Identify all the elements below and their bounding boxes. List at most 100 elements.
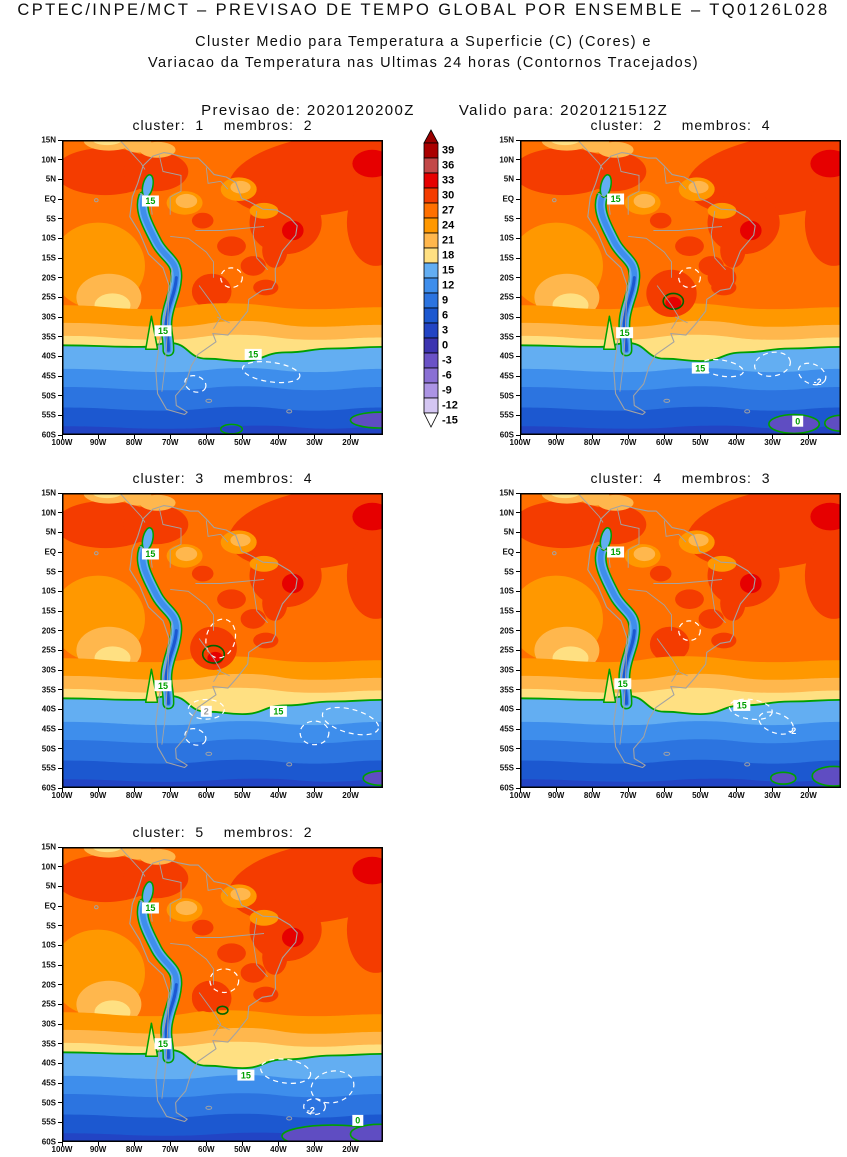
lon-tick-mark xyxy=(808,788,810,792)
lat-tick-mark xyxy=(516,512,520,514)
lat-tick-mark xyxy=(516,767,520,769)
lat-tick-mark xyxy=(58,1023,62,1025)
lat-tick-label: 60S xyxy=(499,430,514,440)
lon-tick-mark xyxy=(771,435,773,439)
lon-tick-label: 80W xyxy=(125,1145,143,1154)
colorbar-level-label: 12 xyxy=(442,280,454,292)
lon-tick-mark xyxy=(350,435,352,439)
lat-tick-mark xyxy=(516,218,520,220)
svg-text:-2: -2 xyxy=(788,726,796,736)
lat-tick-mark xyxy=(58,492,62,494)
lon-tick-label: 90W xyxy=(89,791,107,800)
lon-tick-label: 20W xyxy=(342,791,359,800)
lon-tick-mark xyxy=(555,788,557,792)
lon-tick-label: 20W xyxy=(342,1145,359,1154)
lon-tick-label: 100W xyxy=(51,791,73,800)
panel-title: cluster: 4 membros: 3 xyxy=(590,470,771,486)
colorbar-level-label: 21 xyxy=(442,235,454,247)
lon-tick-label: 100W xyxy=(509,438,531,447)
svg-text:15: 15 xyxy=(248,350,258,360)
lon-tick-mark xyxy=(205,788,207,792)
valid-for-label: Valido para: 2020121512Z xyxy=(458,102,669,119)
lat-tick-label: 25S xyxy=(41,645,56,655)
lat-tick-mark xyxy=(58,610,62,612)
lat-tick-label: 30S xyxy=(41,1019,56,1029)
lon-tick-label: 50W xyxy=(692,438,709,447)
lat-tick-label: 55S xyxy=(41,763,56,773)
lat-tick-mark xyxy=(58,531,62,533)
panel-cluster-5: cluster: 5 membros: 2 15 15 15 0 -2 15N 10N 5N… xyxy=(41,824,383,1154)
lat-tick-mark xyxy=(58,434,62,436)
lat-tick-label: 10N xyxy=(41,155,56,165)
lat-tick-mark xyxy=(58,866,62,868)
lat-tick-label: 20S xyxy=(41,980,56,990)
lon-tick-label: 70W xyxy=(161,1145,179,1154)
lat-tick-mark xyxy=(516,395,520,397)
svg-text:15: 15 xyxy=(145,549,155,559)
lon-tick-mark xyxy=(663,788,665,792)
lat-tick-mark xyxy=(516,708,520,710)
lat-tick-label: EQ xyxy=(502,547,514,557)
lat-tick-mark xyxy=(58,395,62,397)
lat-tick-mark xyxy=(516,531,520,533)
lat-tick-label: 55S xyxy=(499,410,514,420)
lat-tick-mark xyxy=(58,198,62,200)
lat-tick-mark xyxy=(58,355,62,357)
lon-tick-mark xyxy=(169,1142,171,1146)
lon-tick-label: 60W xyxy=(198,791,215,800)
panel-title: cluster: 2 membros: 4 xyxy=(590,117,771,133)
lat-tick-label: 15S xyxy=(499,253,514,263)
lat-tick-label: EQ xyxy=(502,194,514,204)
lat-tick-mark xyxy=(58,277,62,279)
panel-cluster-2: cluster: 2 membros: 4 15 15 15 0 -2 15N 10N 5N… xyxy=(499,117,841,447)
lon-tick-label: 60W xyxy=(198,438,215,447)
lat-tick-label: 5S xyxy=(504,214,514,224)
colorbar-level-label: -6 xyxy=(442,370,452,382)
lon-tick-label: 40W xyxy=(270,438,287,447)
lat-tick-label: 5S xyxy=(46,567,56,577)
colorbar-level-label: 18 xyxy=(442,250,454,262)
lat-tick-mark xyxy=(58,571,62,573)
lon-tick-mark xyxy=(313,435,315,439)
lat-tick-mark xyxy=(516,492,520,494)
lon-tick-label: 40W xyxy=(728,791,745,800)
lon-tick-mark xyxy=(277,435,279,439)
lat-tick-label: 45S xyxy=(41,724,56,734)
lat-tick-mark xyxy=(58,237,62,239)
lat-tick-label: 20S xyxy=(41,626,56,636)
lat-tick-mark xyxy=(516,748,520,750)
lat-tick-mark xyxy=(58,1141,62,1143)
lat-tick-mark xyxy=(58,375,62,377)
lat-tick-mark xyxy=(516,198,520,200)
temperature-map: 15 15 15 -2 xyxy=(520,493,841,788)
lat-tick-label: 15N xyxy=(41,842,56,852)
lat-tick-label: 30S xyxy=(41,665,56,675)
lat-tick-mark xyxy=(58,964,62,966)
lat-tick-label: 15N xyxy=(41,488,56,498)
lon-tick-mark xyxy=(313,788,315,792)
lon-tick-label: 20W xyxy=(800,791,817,800)
lat-tick-label: 35S xyxy=(41,685,56,695)
lon-tick-mark xyxy=(591,435,593,439)
lon-tick-mark xyxy=(519,788,521,792)
temperature-map: 15 15 15 0 -2 xyxy=(62,847,383,1142)
lon-tick-mark xyxy=(205,435,207,439)
lon-tick-mark xyxy=(61,435,63,439)
lon-tick-mark xyxy=(97,1142,99,1146)
lon-tick-mark xyxy=(735,788,737,792)
lat-tick-label: 5N xyxy=(503,174,514,184)
lon-tick-label: 80W xyxy=(125,791,143,800)
lon-tick-mark xyxy=(241,788,243,792)
lon-tick-label: 60W xyxy=(656,791,673,800)
lat-tick-label: 55S xyxy=(41,1117,56,1127)
lat-tick-mark xyxy=(516,277,520,279)
colorbar-level-label: 6 xyxy=(442,310,448,322)
lat-tick-mark xyxy=(58,296,62,298)
lon-tick-label: 80W xyxy=(583,438,601,447)
lat-tick-mark xyxy=(58,512,62,514)
lat-tick-label: 20S xyxy=(41,273,56,283)
lat-tick-mark xyxy=(516,355,520,357)
svg-text:15: 15 xyxy=(618,679,628,689)
colorbar: 39 36 33 30 27 24 21 18 15 12 9 6 3 0 -3 -6 -9 -12 -15 xyxy=(418,128,482,437)
